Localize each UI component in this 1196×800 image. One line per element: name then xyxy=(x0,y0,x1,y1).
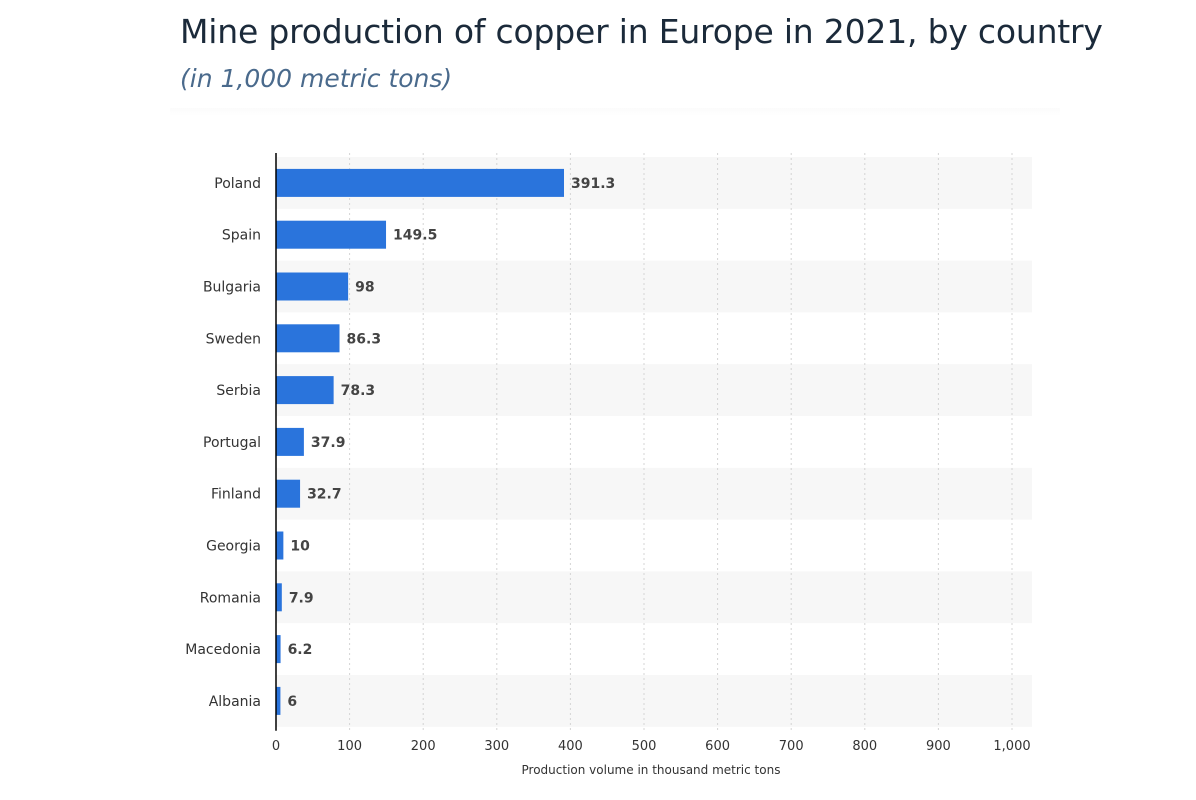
value-label: 149.5 xyxy=(393,228,437,244)
bar-albania xyxy=(276,686,281,715)
value-label: 7.9 xyxy=(289,590,314,606)
value-label: 10 xyxy=(290,539,310,555)
category-label: Sweden xyxy=(206,331,261,347)
x-tick-label: 500 xyxy=(632,739,657,754)
value-label: 98 xyxy=(355,280,374,296)
value-label: 6 xyxy=(287,694,297,710)
x-tick-label: 1,000 xyxy=(993,739,1030,754)
chart-subtitle: (in 1,000 metric tons) xyxy=(180,64,453,93)
value-label: 32.7 xyxy=(307,487,342,503)
x-tick-label: 200 xyxy=(411,739,436,754)
bar-macedonia xyxy=(276,635,281,664)
row-band xyxy=(276,364,1032,416)
bar-bulgaria xyxy=(276,272,349,301)
x-tick-label: 100 xyxy=(337,739,362,754)
row-band xyxy=(276,675,1032,727)
x-tick-label: 0 xyxy=(272,739,280,754)
value-label: 78.3 xyxy=(341,383,376,399)
category-label: Georgia xyxy=(206,539,261,555)
value-label: 37.9 xyxy=(311,435,346,451)
bar-georgia xyxy=(276,531,284,560)
row-band xyxy=(276,467,1032,520)
value-label: 86.3 xyxy=(347,331,382,347)
bar-portugal xyxy=(276,427,304,456)
category-label: Serbia xyxy=(216,383,261,399)
x-tick-label: 400 xyxy=(558,739,583,754)
category-label: Bulgaria xyxy=(203,280,261,296)
category-label: Albania xyxy=(209,694,261,710)
bar-serbia xyxy=(276,376,334,405)
x-axis-title: Production volume in thousand metric ton… xyxy=(522,763,781,777)
value-label: 391.3 xyxy=(571,176,615,192)
bar-spain xyxy=(276,220,387,249)
category-label: Spain xyxy=(222,228,261,244)
bar-romania xyxy=(276,583,282,612)
x-tick-label: 800 xyxy=(852,739,877,754)
category-label: Romania xyxy=(200,590,261,606)
row-band xyxy=(276,260,1032,313)
value-label: 6.2 xyxy=(288,642,313,658)
header-divider xyxy=(170,108,1060,116)
row-band xyxy=(276,571,1032,624)
bar-sweden xyxy=(276,324,340,353)
category-label: Portugal xyxy=(203,435,261,451)
category-label: Macedonia xyxy=(185,642,261,658)
chart-title: Mine production of copper in Europe in 2… xyxy=(180,12,1103,51)
x-tick-label: 900 xyxy=(926,739,951,754)
x-tick-label: 600 xyxy=(705,739,730,754)
bar-finland xyxy=(276,479,301,508)
x-tick-label: 700 xyxy=(779,739,804,754)
bar-poland xyxy=(276,168,564,197)
category-label: Finland xyxy=(211,487,261,503)
category-label: Poland xyxy=(214,176,261,192)
x-tick-label: 300 xyxy=(484,739,509,754)
